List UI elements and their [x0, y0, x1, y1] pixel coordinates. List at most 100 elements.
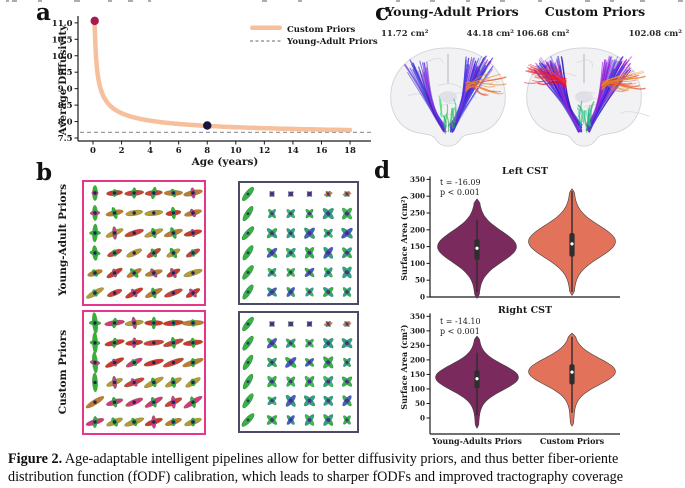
fodf-center — [270, 379, 274, 384]
fodf-center — [246, 231, 250, 235]
fodf-glyph — [285, 247, 296, 258]
fodf-center — [289, 290, 293, 294]
legend-label-custom-priors: Custom Priors — [287, 25, 356, 35]
fiber-brainstem — [585, 110, 591, 127]
y-tick-label: 150 — [410, 242, 425, 251]
y-tick-label: 300 — [410, 326, 425, 335]
fodf-center — [289, 192, 293, 196]
fodf-glyph — [184, 208, 202, 218]
fodf-grid-custom-wide — [82, 310, 206, 435]
y-tick-label: 200 — [410, 225, 425, 234]
cropped-text-remnant — [74, 0, 80, 2]
fiber-brainstem — [438, 95, 443, 116]
fodf-glyph — [104, 317, 125, 329]
fodf-center — [152, 251, 156, 255]
fodf-center — [171, 191, 176, 195]
fodf-center — [345, 398, 349, 403]
fodf-glyph — [242, 373, 254, 390]
fodf-glyph — [144, 227, 164, 239]
fodf-glyph — [286, 268, 295, 277]
fodf-center — [345, 322, 349, 326]
fodf-center — [132, 321, 136, 325]
fodf-glyph — [323, 287, 334, 297]
fodf-glyph — [164, 395, 183, 409]
x-tick-label: 12 — [258, 146, 270, 156]
fiber-tract — [588, 61, 623, 130]
fodf-glyph — [304, 247, 315, 259]
violin-plot-title: Right CST — [498, 305, 552, 316]
fodf-glyph — [266, 247, 278, 258]
fodf-center — [152, 321, 156, 325]
x-tick-label: 2 — [119, 146, 125, 156]
fodf-glyph — [241, 413, 255, 427]
fodf-center — [132, 400, 136, 404]
fodf-center — [307, 360, 312, 364]
fiber-fan — [530, 66, 567, 87]
fodf-glyph — [125, 397, 144, 407]
fodf-center — [132, 380, 136, 385]
fodf-center — [112, 211, 117, 215]
fodf-glyph — [166, 267, 181, 279]
fiber-fan — [465, 85, 504, 95]
brain-fold — [620, 111, 650, 117]
fodf-center — [326, 360, 331, 365]
y-tick-label: 250 — [410, 209, 425, 218]
fodf-center — [308, 192, 311, 196]
cropped-text-remnant — [538, 0, 542, 2]
fodf-center — [93, 341, 97, 345]
fodf-center — [152, 380, 156, 385]
median-dot — [475, 377, 479, 381]
fodf-glyph — [106, 375, 123, 389]
fodf-glyph — [242, 265, 254, 280]
fodf-center — [191, 420, 195, 424]
fodf-glyph — [88, 312, 102, 334]
fodf-glyph — [287, 321, 294, 327]
fodf-glyph — [146, 248, 161, 258]
fodf-glyph — [242, 186, 254, 202]
brain-fold — [423, 58, 444, 64]
fodf-center — [112, 251, 117, 255]
fodf-center — [326, 418, 331, 422]
fodf-glyph — [267, 375, 277, 388]
fiber-brainstem — [438, 98, 443, 117]
category-label: Custom Priors — [540, 436, 605, 446]
fodf-center — [270, 341, 274, 346]
fodf-glyph — [126, 248, 142, 258]
fodf-glyph — [183, 268, 203, 278]
fodf-center — [326, 250, 331, 255]
fodf-center — [171, 271, 176, 275]
fodf-glyph — [144, 210, 164, 216]
fodf-center — [246, 271, 250, 274]
fodf-grid-custom-sharp — [238, 311, 359, 433]
fodf-glyph — [323, 338, 334, 349]
y-tick-label: 200 — [410, 355, 425, 364]
fodf-glyph — [266, 228, 278, 239]
fodf-glyph — [306, 191, 313, 197]
fodf-center — [152, 271, 156, 275]
fodf-glyph — [124, 187, 145, 199]
fodf-glyph — [341, 227, 353, 239]
fodf-center — [270, 399, 274, 403]
fodf-glyph — [165, 417, 182, 427]
fodf-glyph — [241, 226, 255, 241]
fodf-center — [326, 341, 331, 346]
fodf-glyph — [269, 191, 275, 197]
fiber-fan — [601, 77, 632, 87]
data-point — [90, 16, 99, 26]
fodf-center — [152, 211, 156, 215]
fodf-center — [246, 399, 250, 403]
y-tick-label: 250 — [410, 341, 425, 350]
fodf-center — [345, 270, 349, 275]
fodf-center — [345, 192, 349, 196]
fodf-glyph — [304, 414, 315, 426]
fodf-center — [288, 360, 293, 365]
fiber-tract — [452, 58, 473, 128]
fiber-tract — [418, 66, 445, 133]
fodf-center — [246, 341, 250, 345]
fodf-glyph — [89, 332, 101, 354]
fiber-fan — [601, 84, 629, 92]
fodf-center — [307, 379, 312, 384]
fodf-center — [326, 322, 330, 326]
